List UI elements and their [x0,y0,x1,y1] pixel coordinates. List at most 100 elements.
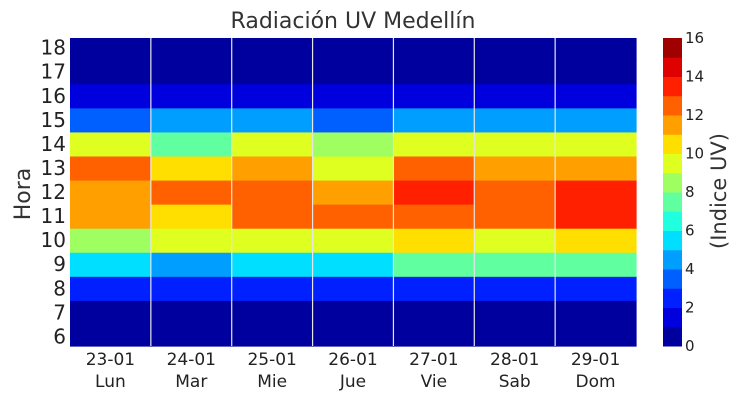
y-tick-label: 7 [53,300,66,324]
heatmap-cell [70,324,152,347]
heatmap-cell [312,204,395,229]
colorbar-segment [663,326,682,347]
heatmap-cell [555,300,637,325]
heatmap-cell [474,324,556,347]
y-tick-label: 10 [41,228,66,252]
heatmap-cell [70,38,152,61]
heatmap-cell [555,324,637,347]
heatmap-cell [150,38,233,61]
colorbar-segment [663,230,682,251]
heatmap-cell [312,107,395,133]
colorbar-segment [663,38,682,58]
heatmap-cell [393,131,475,157]
column-separators [150,38,556,346]
colorbar-tick-label: 2 [685,299,695,317]
heatmap-cell [70,131,152,157]
heatmap-cell [474,179,556,205]
heatmap-cell [474,276,556,301]
colorbar [663,38,682,347]
heatmap-cell [555,155,637,181]
colorbar-segment [663,192,682,212]
colorbar-tick-label: 14 [685,68,704,86]
heatmap-cell [231,38,314,61]
y-tick-label: 11 [41,204,66,228]
heatmap-cell [231,179,314,205]
heatmap-cell [474,204,556,229]
colorbar-segment [663,211,682,231]
x-tick-day: Vie [421,372,447,392]
heatmap-cell [474,107,556,133]
heatmap-cell [474,155,556,181]
heatmap-cell [312,59,395,85]
heatmap-cell [312,38,395,61]
heatmap-cell [70,107,152,133]
heatmap-cell [393,59,475,85]
heatmap-cell [312,155,395,181]
heatmap-cell [231,59,314,85]
y-tick-label: 13 [41,156,66,180]
heatmap-cell [555,228,637,253]
heatmap-cell [150,228,233,253]
heatmap-cell [150,131,233,157]
heatmap-cell [150,155,233,181]
heatmap-cell [555,179,637,205]
heatmap-cell [555,276,637,301]
colorbar-segment [663,249,682,270]
heatmap-cell [231,83,314,109]
colorbar-tick-label: 6 [685,222,695,240]
x-tick-date: 26-01 [328,350,377,370]
heatmap-cell [474,131,556,157]
heatmap-cell [474,38,556,61]
x-tick-date: 23-01 [86,350,135,370]
y-tick-label: 15 [41,108,66,132]
heatmap-cell [312,276,395,301]
heatmap-cell [150,59,233,85]
y-tick-label: 6 [53,324,66,348]
colorbar-tick-label: 4 [685,260,695,278]
y-tick-label: 16 [41,84,66,108]
colorbar-tick-label: 8 [685,183,695,201]
colorbar-segment [663,76,682,97]
x-tick-date: 29-01 [571,350,620,370]
heatmap-cell [555,204,637,229]
x-tick-day: Mar [175,372,207,392]
heatmap-cell [555,38,637,61]
colorbar-label: (Indice UV) [707,133,731,249]
heatmap-cell [312,179,395,205]
heatmap-cell [231,228,314,253]
colorbar-tick-label: 12 [685,106,704,124]
heatmap-cell [231,300,314,325]
y-tick-label: 9 [53,252,66,276]
heatmap-cell [393,204,475,229]
colorbar-segment [663,115,682,135]
y-tick-label: 12 [41,180,66,204]
heatmap-cell [70,155,152,181]
x-tick-day: Mie [257,372,287,392]
heatmap-cell [312,324,395,347]
colorbar-segment [663,172,682,193]
y-tick-label: 14 [41,132,66,156]
heatmap-cell [474,83,556,109]
heatmap-cell [555,131,637,157]
heatmap-cell [555,107,637,133]
heatmap-cell [393,38,475,61]
heatmap-cell [70,276,152,301]
heatmap-cell [474,59,556,85]
heatmap-cell [393,324,475,347]
colorbar-segment [663,307,682,328]
heatmap-cell [393,300,475,325]
heatmap-cell [70,252,152,277]
heatmap-cell [150,179,233,205]
heatmap-cell [231,204,314,229]
heatmap-cell [231,131,314,157]
colorbar-segment [663,95,682,116]
colorbar-tick-label: 10 [685,145,704,163]
heatmap-cell [393,155,475,181]
heatmap-cell [555,59,637,85]
heatmap-cell [150,83,233,109]
heatmap-cell [150,276,233,301]
x-tick-day: Sab [499,372,531,392]
heatmap-cell [474,228,556,253]
